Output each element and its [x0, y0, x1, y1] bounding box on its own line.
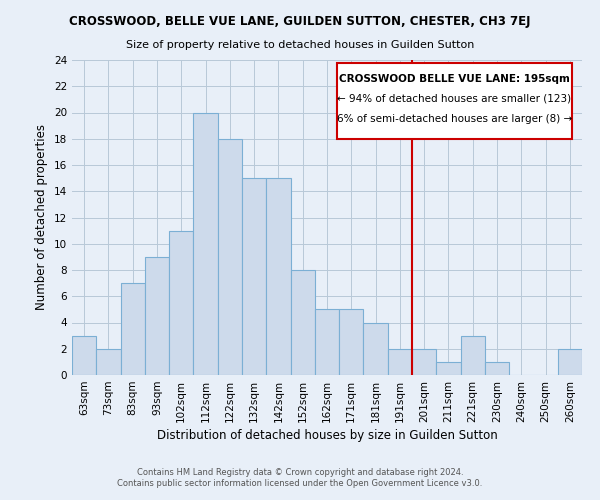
Bar [315, 310, 339, 375]
Bar [461, 336, 485, 375]
Bar [558, 349, 582, 375]
Bar [266, 178, 290, 375]
Bar [145, 257, 169, 375]
Bar [364, 322, 388, 375]
Text: CROSSWOOD BELLE VUE LANE: 195sqm: CROSSWOOD BELLE VUE LANE: 195sqm [339, 74, 570, 84]
Bar [72, 336, 96, 375]
Bar [121, 283, 145, 375]
Bar [412, 349, 436, 375]
Bar [436, 362, 461, 375]
Text: Size of property relative to detached houses in Guilden Sutton: Size of property relative to detached ho… [126, 40, 474, 50]
FancyBboxPatch shape [337, 63, 572, 138]
Bar [218, 138, 242, 375]
Bar [169, 230, 193, 375]
Text: CROSSWOOD, BELLE VUE LANE, GUILDEN SUTTON, CHESTER, CH3 7EJ: CROSSWOOD, BELLE VUE LANE, GUILDEN SUTTO… [69, 15, 531, 28]
Bar [339, 310, 364, 375]
Text: Contains HM Land Registry data © Crown copyright and database right 2024.
Contai: Contains HM Land Registry data © Crown c… [118, 468, 482, 487]
Text: ← 94% of detached houses are smaller (123): ← 94% of detached houses are smaller (12… [337, 93, 572, 103]
Bar [193, 112, 218, 375]
Bar [388, 349, 412, 375]
Bar [290, 270, 315, 375]
Text: 6% of semi-detached houses are larger (8) →: 6% of semi-detached houses are larger (8… [337, 114, 572, 124]
Y-axis label: Number of detached properties: Number of detached properties [35, 124, 49, 310]
X-axis label: Distribution of detached houses by size in Guilden Sutton: Distribution of detached houses by size … [157, 429, 497, 442]
Bar [96, 349, 121, 375]
Bar [485, 362, 509, 375]
Bar [242, 178, 266, 375]
